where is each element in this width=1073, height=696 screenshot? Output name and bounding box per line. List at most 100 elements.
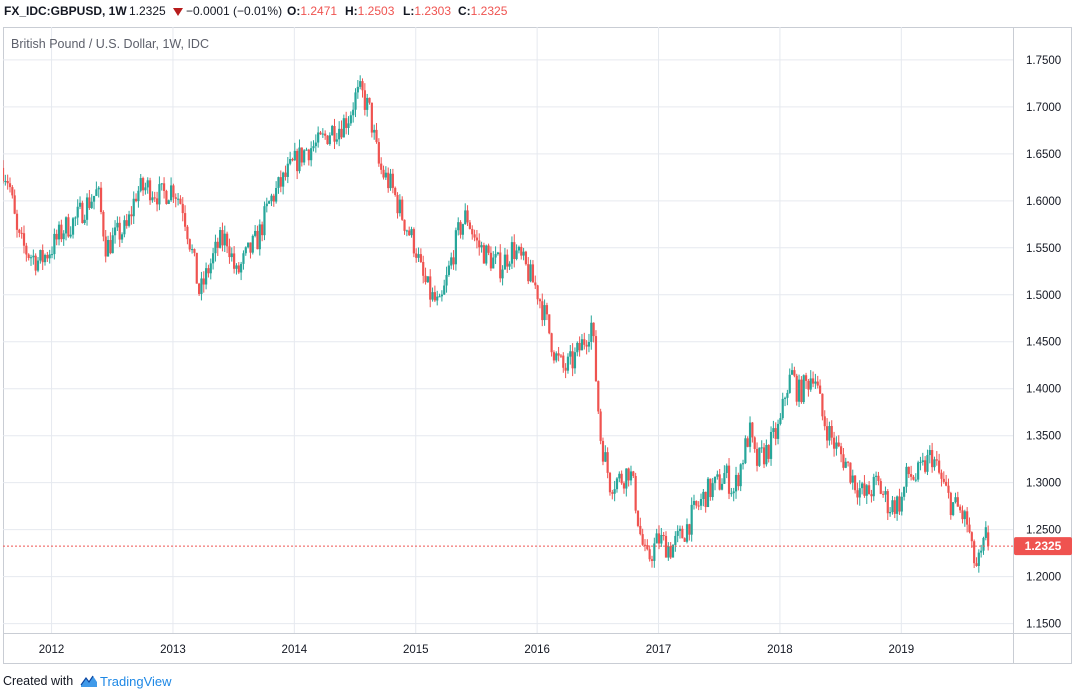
time-axis[interactable]: 2012 2013 2014 2015 2016 2017 2018 2019 — [39, 644, 914, 656]
price-axis[interactable]: 1.1500 1.2000 1.2500 1.3000 1.3500 1.4000 1.45… — [1026, 55, 1061, 631]
candle-up — [167, 200, 170, 204]
tradingview-brand[interactable]: TradingView — [100, 674, 172, 689]
candle-down — [968, 524, 971, 533]
candle-up — [305, 149, 308, 151]
candle-down — [459, 222, 462, 235]
candle-down — [466, 210, 469, 223]
candle-down — [99, 187, 103, 213]
candles — [3, 75, 990, 573]
candle-up — [828, 426, 831, 441]
candle-up — [706, 478, 710, 508]
candle-down — [688, 524, 691, 535]
candle-down — [475, 237, 479, 241]
candle-up — [310, 148, 313, 161]
candle-down — [291, 159, 294, 161]
candle-down — [938, 460, 941, 473]
candle-down — [324, 133, 327, 136]
candle-down — [650, 559, 654, 561]
candle-down — [207, 268, 210, 274]
candle-up — [160, 183, 163, 185]
candle-up — [303, 150, 306, 163]
candle-up — [354, 92, 357, 110]
candle-up — [120, 234, 124, 240]
candle-up — [242, 253, 245, 264]
candle-up — [254, 230, 257, 236]
candle-down — [959, 506, 962, 511]
candle-down — [856, 490, 859, 498]
candle-up — [590, 322, 593, 343]
candle-down — [648, 549, 651, 560]
candle-down — [709, 478, 712, 498]
candle-up — [629, 471, 633, 481]
candle-up — [954, 497, 957, 503]
candle-down — [471, 228, 474, 235]
candle-down — [541, 301, 544, 321]
price-chart[interactable]: 1.1500 1.2000 1.2500 1.3000 1.3500 1.4000 1.45… — [3, 27, 1072, 664]
candle-down — [272, 195, 275, 202]
candle-down — [837, 442, 840, 447]
candle-up — [692, 500, 696, 505]
candle-down — [279, 177, 282, 187]
candle-down — [559, 355, 563, 357]
candle-down — [531, 264, 535, 283]
candle-up — [277, 177, 280, 189]
candle-up — [200, 278, 203, 294]
created-with-label: Created with — [3, 674, 74, 688]
candle-down — [34, 255, 37, 271]
candle-up — [566, 356, 570, 371]
candle-down — [849, 462, 852, 483]
candle-down — [557, 353, 560, 356]
candle-up — [744, 438, 747, 464]
candle-up — [247, 242, 250, 248]
candle-down — [363, 90, 366, 110]
candle-down — [134, 198, 138, 202]
candle-down — [489, 252, 493, 269]
candle-up — [426, 276, 429, 283]
candle-down — [562, 355, 565, 368]
candle-up — [618, 473, 621, 479]
candle-up — [440, 294, 443, 297]
candle-down — [307, 149, 310, 161]
candle-down — [333, 125, 336, 142]
candle-down — [538, 299, 542, 302]
candle-down — [863, 483, 866, 496]
candle-up — [90, 201, 93, 208]
low-label: L: — [403, 4, 415, 18]
tradingview-logo-icon[interactable] — [80, 673, 98, 689]
candle-down — [966, 511, 969, 525]
candle-up — [790, 370, 794, 375]
candle-up — [699, 499, 703, 506]
candle-down — [506, 254, 509, 267]
candle-up — [982, 537, 985, 551]
candle-up — [431, 292, 434, 300]
candle-down — [25, 245, 28, 255]
candle-down — [949, 492, 952, 516]
candle-up — [480, 245, 483, 248]
candle-down — [216, 241, 219, 248]
candle-down — [27, 254, 30, 258]
candle-up — [748, 422, 752, 447]
candle-up — [917, 462, 920, 480]
candle-down — [368, 97, 371, 103]
candle-up — [875, 475, 878, 477]
candle-up — [926, 455, 929, 472]
candle-down — [842, 454, 845, 468]
candle-down — [67, 217, 70, 237]
candle-up — [268, 201, 271, 204]
candle-down — [296, 150, 299, 172]
candle-up — [492, 257, 495, 269]
candle-down — [970, 532, 973, 542]
candle-down — [172, 185, 175, 198]
candle-up — [501, 269, 504, 279]
candle-up — [573, 352, 577, 369]
candle-up — [835, 442, 838, 449]
last-price-box — [1014, 537, 1072, 556]
candle-up — [851, 475, 854, 483]
candle-down — [907, 466, 910, 475]
symbol-label[interactable]: FX_IDC:GBPUSD, 1W — [4, 4, 127, 18]
candle-down — [130, 214, 133, 217]
candle-up — [69, 234, 72, 237]
candle-down — [429, 276, 432, 300]
candle-up — [251, 235, 254, 253]
candle-up — [83, 219, 86, 223]
